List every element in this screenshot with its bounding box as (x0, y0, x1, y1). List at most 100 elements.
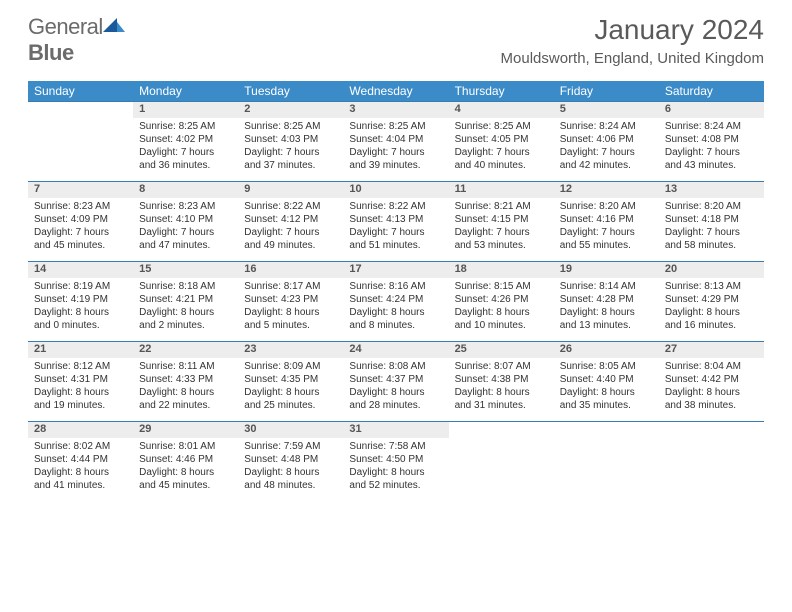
day2-text: and 2 minutes. (139, 319, 232, 332)
sunset-text: Sunset: 4:37 PM (349, 373, 442, 386)
title-block: January 2024 Mouldsworth, England, Unite… (501, 14, 764, 67)
day1-text: Daylight: 8 hours (139, 386, 232, 399)
day2-text: and 41 minutes. (34, 479, 127, 492)
day-number: 6 (659, 102, 764, 118)
day1-text: Daylight: 7 hours (244, 226, 337, 239)
sunset-text: Sunset: 4:24 PM (349, 293, 442, 306)
day-cell: Sunrise: 8:12 AMSunset: 4:31 PMDaylight:… (28, 358, 133, 422)
day2-text: and 13 minutes. (560, 319, 653, 332)
day-cell (659, 438, 764, 502)
day-cell: Sunrise: 8:18 AMSunset: 4:21 PMDaylight:… (133, 278, 238, 342)
sunset-text: Sunset: 4:28 PM (560, 293, 653, 306)
sunset-text: Sunset: 4:05 PM (455, 133, 548, 146)
sunrise-text: Sunrise: 8:25 AM (349, 120, 442, 133)
day2-text: and 49 minutes. (244, 239, 337, 252)
day-number: 19 (554, 262, 659, 278)
day1-text: Daylight: 8 hours (455, 306, 548, 319)
day1-text: Daylight: 7 hours (139, 226, 232, 239)
day2-text: and 5 minutes. (244, 319, 337, 332)
content-row: Sunrise: 8:23 AMSunset: 4:09 PMDaylight:… (28, 198, 764, 262)
sunrise-text: Sunrise: 8:05 AM (560, 360, 653, 373)
day-number: 13 (659, 182, 764, 198)
sunset-text: Sunset: 4:15 PM (455, 213, 548, 226)
content-row: Sunrise: 8:12 AMSunset: 4:31 PMDaylight:… (28, 358, 764, 422)
day-cell: Sunrise: 8:01 AMSunset: 4:46 PMDaylight:… (133, 438, 238, 502)
day1-text: Daylight: 8 hours (34, 306, 127, 319)
day1-text: Daylight: 8 hours (139, 466, 232, 479)
content-row: Sunrise: 8:02 AMSunset: 4:44 PMDaylight:… (28, 438, 764, 502)
sunrise-text: Sunrise: 8:09 AM (244, 360, 337, 373)
logo-triangle-icon (103, 16, 125, 34)
day-number: 16 (238, 262, 343, 278)
day-cell (554, 438, 659, 502)
weekday-header: Tuesday (238, 81, 343, 102)
location: Mouldsworth, England, United Kingdom (501, 50, 764, 67)
day1-text: Daylight: 8 hours (139, 306, 232, 319)
day1-text: Daylight: 7 hours (665, 146, 758, 159)
day2-text: and 31 minutes. (455, 399, 548, 412)
day-number: 4 (449, 102, 554, 118)
day2-text: and 38 minutes. (665, 399, 758, 412)
sunset-text: Sunset: 4:35 PM (244, 373, 337, 386)
day-number: 22 (133, 342, 238, 358)
day-number: 5 (554, 102, 659, 118)
day-number: 24 (343, 342, 448, 358)
day1-text: Daylight: 8 hours (349, 386, 442, 399)
sunset-text: Sunset: 4:21 PM (139, 293, 232, 306)
day-cell: Sunrise: 8:16 AMSunset: 4:24 PMDaylight:… (343, 278, 448, 342)
day-cell: Sunrise: 8:25 AMSunset: 4:05 PMDaylight:… (449, 118, 554, 182)
daynum-row: 21222324252627 (28, 342, 764, 358)
day1-text: Daylight: 8 hours (349, 466, 442, 479)
day1-text: Daylight: 8 hours (244, 306, 337, 319)
header: GeneralBlue January 2024 Mouldsworth, En… (0, 0, 792, 73)
day-number: 11 (449, 182, 554, 198)
day-cell: Sunrise: 8:15 AMSunset: 4:26 PMDaylight:… (449, 278, 554, 342)
day-number: 23 (238, 342, 343, 358)
day2-text: and 36 minutes. (139, 159, 232, 172)
daynum-row: 123456 (28, 102, 764, 118)
day1-text: Daylight: 8 hours (665, 386, 758, 399)
sunset-text: Sunset: 4:29 PM (665, 293, 758, 306)
day2-text: and 40 minutes. (455, 159, 548, 172)
day-cell (28, 118, 133, 182)
sunrise-text: Sunrise: 8:08 AM (349, 360, 442, 373)
day2-text: and 10 minutes. (455, 319, 548, 332)
sunset-text: Sunset: 4:31 PM (34, 373, 127, 386)
sunrise-text: Sunrise: 8:14 AM (560, 280, 653, 293)
day-number: 14 (28, 262, 133, 278)
day-cell: Sunrise: 8:22 AMSunset: 4:12 PMDaylight:… (238, 198, 343, 262)
logo-word1: General (28, 14, 103, 39)
day1-text: Daylight: 7 hours (665, 226, 758, 239)
sunset-text: Sunset: 4:10 PM (139, 213, 232, 226)
sunrise-text: Sunrise: 8:15 AM (455, 280, 548, 293)
day1-text: Daylight: 8 hours (34, 386, 127, 399)
day-number: 25 (449, 342, 554, 358)
day-cell: Sunrise: 8:14 AMSunset: 4:28 PMDaylight:… (554, 278, 659, 342)
sunset-text: Sunset: 4:08 PM (665, 133, 758, 146)
sunset-text: Sunset: 4:12 PM (244, 213, 337, 226)
sunset-text: Sunset: 4:50 PM (349, 453, 442, 466)
weekday-header: Friday (554, 81, 659, 102)
sunset-text: Sunset: 4:38 PM (455, 373, 548, 386)
sunrise-text: Sunrise: 8:23 AM (139, 200, 232, 213)
day-number: 15 (133, 262, 238, 278)
sunset-text: Sunset: 4:04 PM (349, 133, 442, 146)
day2-text: and 47 minutes. (139, 239, 232, 252)
day2-text: and 28 minutes. (349, 399, 442, 412)
sunrise-text: Sunrise: 8:02 AM (34, 440, 127, 453)
day-number: 10 (343, 182, 448, 198)
day-number: 30 (238, 422, 343, 438)
day-number: 2 (238, 102, 343, 118)
day1-text: Daylight: 8 hours (665, 306, 758, 319)
sunset-text: Sunset: 4:13 PM (349, 213, 442, 226)
day-cell: Sunrise: 8:22 AMSunset: 4:13 PMDaylight:… (343, 198, 448, 262)
day1-text: Daylight: 8 hours (244, 386, 337, 399)
sunset-text: Sunset: 4:18 PM (665, 213, 758, 226)
day2-text: and 39 minutes. (349, 159, 442, 172)
weekday-header: Monday (133, 81, 238, 102)
sunrise-text: Sunrise: 8:04 AM (665, 360, 758, 373)
day2-text: and 45 minutes. (139, 479, 232, 492)
day-cell: Sunrise: 8:05 AMSunset: 4:40 PMDaylight:… (554, 358, 659, 422)
day1-text: Daylight: 8 hours (244, 466, 337, 479)
sunrise-text: Sunrise: 8:20 AM (665, 200, 758, 213)
